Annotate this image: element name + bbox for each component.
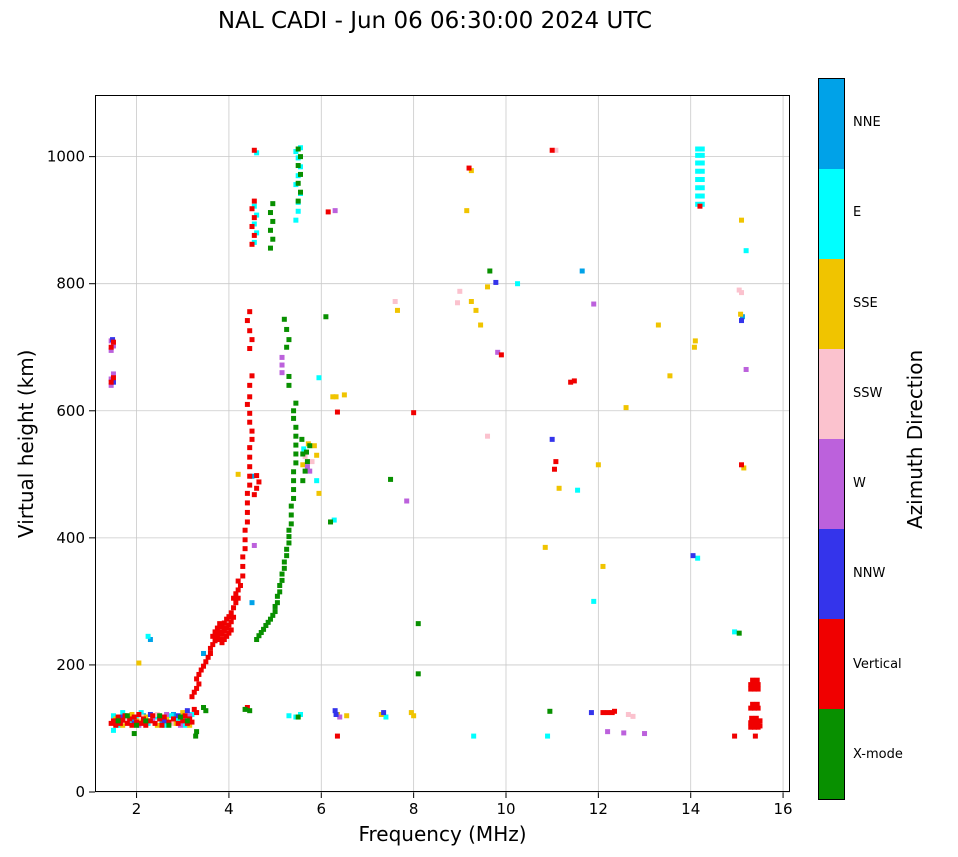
- x-tick-label: 12: [589, 800, 608, 818]
- x-tick-label: 8: [409, 800, 419, 818]
- y-tick-label: 1000: [47, 148, 85, 166]
- y-axis-label: Virtual height (km): [14, 349, 38, 538]
- colorbar-segment-vertical: [819, 619, 844, 709]
- x-tick-label: 16: [774, 800, 793, 818]
- colorbar-label-nne: NNE: [853, 115, 881, 131]
- x-axis-label: Frequency (MHz): [358, 822, 527, 846]
- colorbar-axis-label: Azimuth Direction: [903, 349, 927, 529]
- y-tick-label: 400: [56, 529, 85, 547]
- x-tick-label: 14: [681, 800, 700, 818]
- colorbar-label-x-mode: X-mode: [853, 746, 903, 762]
- colorbar-segment-e: [819, 169, 844, 259]
- colorbar-segment-w: [819, 439, 844, 529]
- plot-frame: [95, 95, 790, 792]
- x-tick-label: 6: [317, 800, 327, 818]
- colorbar-segment-nnw: [819, 529, 844, 619]
- colorbar: [818, 78, 845, 800]
- colorbar-label-ssw: SSW: [853, 385, 883, 401]
- y-tick-label: 200: [56, 656, 85, 674]
- x-tick-label: 4: [224, 800, 234, 818]
- colorbar-label-vertical: Vertical: [853, 656, 902, 672]
- colorbar-segment-ssw: [819, 349, 844, 439]
- colorbar-label-e: E: [853, 205, 862, 221]
- y-tick-label: 800: [56, 275, 85, 293]
- colorbar-label-w: W: [853, 476, 866, 492]
- series-x-mode: [115, 146, 742, 739]
- colorbar-segment-x-mode: [819, 709, 844, 799]
- colorbar-label-sse: SSE: [853, 295, 878, 311]
- series-w: [108, 208, 749, 737]
- x-tick-label: 2: [132, 800, 142, 818]
- plot-svg: 2 4 6 8 10 12 14 16 0 200 400 600 800 1000: [47, 95, 793, 818]
- chart-title: NAL CADI - Jun 06 06:30:00 2024 UTC: [217, 8, 653, 34]
- y-tick-label: 600: [56, 402, 85, 420]
- series-sse: [113, 168, 747, 728]
- x-tick-label: 10: [496, 800, 515, 818]
- colorbar-segment-sse: [819, 259, 844, 349]
- plot-area: 2 4 6 8 10 12 14 16 0 200 400 600 800 1000: [47, 95, 793, 818]
- colorbar-labels: NNE E SSE SSW W NNW Vertical X-mode: [853, 78, 943, 800]
- y-tick-label: 0: [75, 783, 85, 801]
- colorbar-label-nnw: NNW: [853, 566, 886, 582]
- series-e: [110, 145, 749, 739]
- series-vertical: [108, 147, 763, 739]
- series-nnw: [110, 279, 745, 726]
- colorbar-segment-nne: [819, 79, 844, 169]
